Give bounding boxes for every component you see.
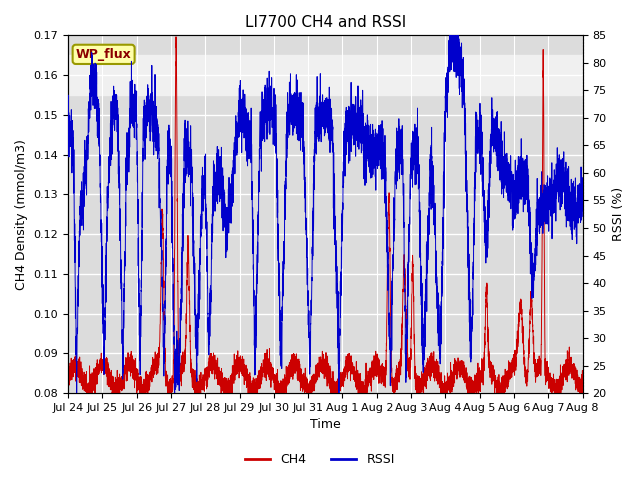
- X-axis label: Time: Time: [310, 419, 340, 432]
- Legend: CH4, RSSI: CH4, RSSI: [240, 448, 400, 471]
- Bar: [68, 55, 582, 95]
- Text: WP_flux: WP_flux: [76, 48, 131, 61]
- Y-axis label: RSSI (%): RSSI (%): [612, 187, 625, 241]
- Y-axis label: CH4 Density (mmol/m3): CH4 Density (mmol/m3): [15, 139, 28, 289]
- Title: LI7700 CH4 and RSSI: LI7700 CH4 and RSSI: [244, 15, 406, 30]
